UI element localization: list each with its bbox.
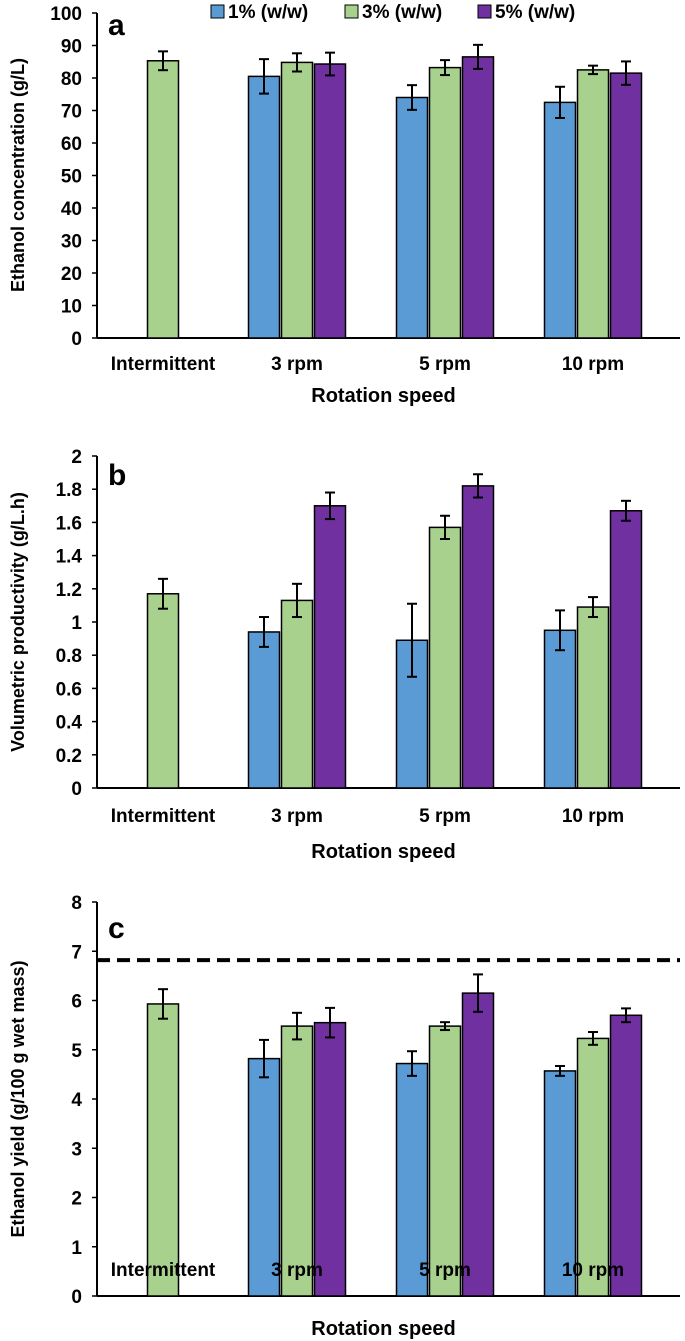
y-tick-label: 2 — [71, 1189, 82, 1210]
y-tick-label: 1 — [71, 613, 82, 634]
bar — [280, 61, 314, 339]
bar — [576, 1037, 610, 1297]
y-tick-label: 0.4 — [56, 713, 83, 734]
y-tick-label: 0 — [71, 329, 82, 350]
y-axis-title: Ethanol concentration (g/L) — [8, 58, 28, 292]
bar — [609, 1014, 643, 1297]
bar — [428, 1025, 462, 1297]
bar — [461, 992, 495, 1297]
bar — [146, 1003, 180, 1297]
y-tick-label: 20 — [61, 264, 82, 285]
y-tick-label: 7 — [71, 942, 82, 963]
y-tick-label: 0.8 — [56, 646, 82, 667]
legend-swatch-2 — [344, 4, 359, 19]
x-category-label: 5 rpm — [419, 1260, 471, 1281]
bar — [609, 510, 643, 789]
legend-label-1: 1% (w/w) — [228, 2, 308, 23]
x-category-label: 10 rpm — [562, 1260, 624, 1281]
bar — [395, 1062, 429, 1297]
legend-swatch-3 — [477, 4, 492, 19]
y-tick-label: 1.6 — [56, 513, 82, 534]
bar — [313, 505, 347, 789]
y-tick-label: 0.2 — [56, 746, 82, 767]
y-tick-label: 90 — [61, 37, 82, 58]
x-category-label: Intermittent — [111, 354, 216, 375]
y-tick-label: 80 — [61, 69, 82, 90]
x-category-label: 5 rpm — [419, 354, 471, 375]
x-axis-title: Rotation speed — [311, 1318, 455, 1340]
panel-c: 0 1 2 3 4 5 6 7 8 Intermittent 3 rpm 5 rpm 10 rpm Rot… — [8, 893, 680, 1340]
y-axis-title: Volumetric productivity (g/L.h) — [8, 492, 28, 752]
bar — [428, 526, 462, 789]
bar — [313, 63, 347, 339]
y-tick-label: 5 — [71, 1041, 82, 1062]
y-tick-label: 8 — [71, 893, 82, 914]
bar — [247, 75, 281, 339]
y-tick-label: 1.2 — [56, 580, 82, 601]
bar — [395, 96, 429, 339]
y-tick-label: 100 — [50, 4, 82, 25]
y-tick-label: 6 — [71, 992, 82, 1013]
legend-label-2: 3% (w/w) — [362, 2, 442, 23]
y-axis-title: Ethanol yield (g/100 g wet mass) — [8, 960, 28, 1237]
bar — [146, 60, 180, 339]
y-tick-label: 1.4 — [56, 547, 83, 568]
x-category-label: 10 rpm — [562, 354, 624, 375]
y-tick-label: 1 — [71, 1238, 82, 1259]
bar — [280, 1025, 314, 1297]
y-tick-label: 70 — [61, 102, 82, 123]
y-tick-label: 4 — [71, 1090, 82, 1111]
panel-b: 0 0.2 0.4 0.6 0.8 1 1.2 1.4 1.6 1.8 2 Intermittent 3… — [8, 447, 680, 863]
bar — [280, 599, 314, 789]
bar — [543, 101, 577, 339]
bar — [146, 593, 180, 789]
panel-label: b — [108, 459, 126, 492]
legend-label-3: 5% (w/w) — [495, 2, 575, 23]
y-tick-label: 50 — [61, 167, 82, 188]
legend: 1% (w/w) 3% (w/w) 5% (w/w) — [210, 2, 575, 23]
y-tick-label: 0.6 — [56, 679, 82, 700]
x-category-label: Intermittent — [111, 1260, 216, 1281]
x-category-label: 5 rpm — [419, 806, 471, 827]
panel-label: a — [108, 9, 125, 42]
y-tick-label: 3 — [71, 1139, 82, 1160]
x-category-label: 10 rpm — [562, 806, 624, 827]
bar — [576, 69, 610, 339]
bar — [576, 606, 610, 789]
x-axis-title: Rotation speed — [311, 385, 455, 407]
bar — [428, 66, 462, 339]
x-category-label: Intermittent — [111, 806, 216, 827]
bar — [247, 631, 281, 789]
x-category-label: 3 rpm — [271, 354, 323, 375]
bar — [543, 1070, 577, 1297]
x-category-label: 3 rpm — [271, 1260, 323, 1281]
bar — [609, 72, 643, 339]
x-axis-title: Rotation speed — [311, 841, 455, 863]
y-tick-label: 0 — [71, 779, 82, 800]
panel-a: 0 10 20 30 40 50 60 70 80 90 100 Intermittent 3 rpm 5… — [8, 4, 680, 407]
bar — [461, 56, 495, 339]
bar — [461, 485, 495, 789]
y-tick-label: 60 — [61, 134, 82, 155]
panel-label: c — [108, 912, 125, 945]
y-tick-label: 1.8 — [56, 480, 82, 501]
y-tick-label: 0 — [71, 1287, 82, 1308]
y-tick-label: 40 — [61, 199, 82, 220]
y-tick-label: 2 — [71, 447, 82, 468]
bar — [247, 1057, 281, 1297]
bar — [543, 629, 577, 789]
x-category-label: 3 rpm — [271, 806, 323, 827]
legend-swatch-1 — [210, 4, 225, 19]
bar — [313, 1021, 347, 1297]
y-tick-label: 30 — [61, 232, 82, 253]
y-tick-label: 10 — [61, 297, 82, 318]
